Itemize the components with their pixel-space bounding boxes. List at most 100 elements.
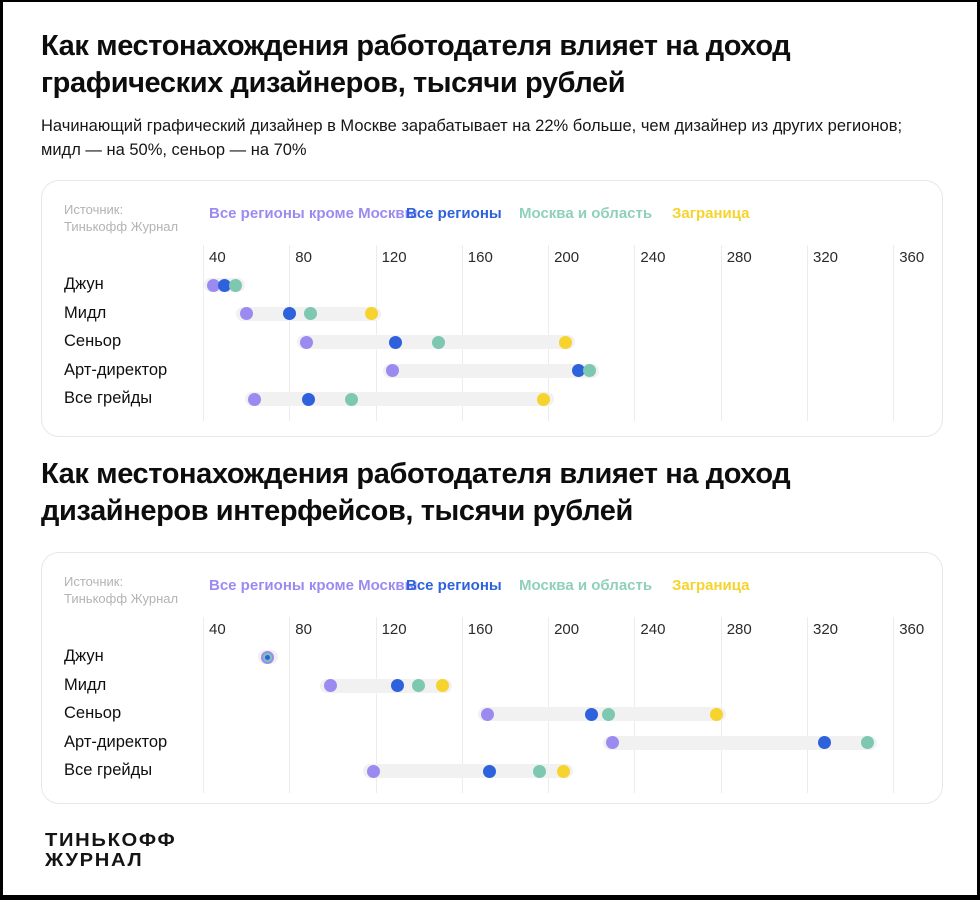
gridline-40 [203,617,204,793]
gridline-320 [807,245,808,421]
source-label: Источник: Тинькофф Журнал [64,201,178,235]
axis-tick-360: 360 [899,249,925,266]
axis-tick-360: 360 [899,621,925,638]
gridline-160 [461,245,463,421]
dot-blue-row4 [483,764,497,778]
dot-purple-row3 [606,736,620,750]
dot-teal-row2 [602,707,615,721]
axis-tick-40: 40 [209,249,226,266]
dot-blue-row1 [282,307,296,321]
legend-item-3: Заграница [672,577,750,594]
dot-yellow-row2 [558,335,572,349]
legend-item-0: Все регионы кроме Москвы [209,205,418,222]
axis-tick-80: 80 [295,621,312,638]
chart1-subtitle-line1: Начинающий графический дизайнер в Москве… [41,117,903,135]
row-label-1: Мидл [64,303,107,322]
dot-blue-row0 [265,654,271,660]
chart1-title: Как местонахождения работодателя влияет … [41,28,791,102]
range-bar-3 [602,735,878,750]
dot-purple-row4 [248,392,262,406]
chart1-title-line1: Как местонахождения работодателя влияет … [41,30,791,62]
dot-blue-row4 [302,392,316,406]
gridline-240 [634,245,636,421]
legend-item-1: Все регионы [406,577,502,594]
chart2-title-line2: дизайнеров интерфейсов, тысячи рублей [41,495,633,527]
dot-blue-row2 [584,707,598,721]
dot-purple-row2 [300,335,313,349]
chart1-subtitle-line2: мидл — на 50%, сеньор — на 70% [41,141,307,159]
gridline-80 [289,617,291,793]
legend-item-2: Москва и область [519,577,653,594]
dot-blue-row1 [390,679,404,693]
axis-tick-280: 280 [726,621,752,638]
dot-blue-row0 [218,278,232,292]
chart2-title: Как местонахождения работодателя влияет … [41,456,791,530]
chart2-title-line1: Как местонахождения работодателя влияет … [41,458,791,490]
dot-yellow-row4 [537,392,551,406]
source-line2: Тинькофф Журнал [64,219,179,234]
gridline-280 [720,617,722,793]
axis-tick-240: 240 [640,249,666,266]
row-label-2: Сеньор [64,704,122,723]
source-line1: Источник: [64,574,124,589]
axis-tick-200: 200 [554,249,580,266]
range-bar-2 [477,707,727,722]
row-label-2: Сеньор [64,332,122,351]
dot-teal-row3 [860,736,874,750]
dot-purple-row2 [481,707,495,721]
axis-tick-120: 120 [381,249,407,266]
dot-teal-row1 [412,679,426,693]
axis-tick-160: 160 [467,249,493,266]
dot-teal-row4 [345,392,359,406]
dot-yellow-row2 [709,707,723,721]
row-label-4: Все грейды [64,389,153,408]
gridline-280 [720,245,722,421]
gridline-320 [807,617,808,793]
infographic-page: Как местонахождения работодателя влияет … [3,2,977,895]
row-label-3: Арт-директор [64,360,168,379]
source-line1: Источник: [64,202,124,217]
gridline-240 [634,617,636,793]
dot-purple-row1 [323,679,337,693]
legend-item-0: Все регионы кроме Москвы [209,577,418,594]
legend-item-1: Все регионы [406,205,502,222]
legend-item-3: Заграница [672,205,750,222]
axis-tick-280: 280 [726,249,752,266]
row-label-3: Арт-директор [64,732,168,751]
dot-blue-row2 [388,335,402,349]
row-label-0: Джун [64,275,104,293]
gridline-120 [375,617,377,793]
axis-tick-80: 80 [295,249,312,266]
dot-teal-row2 [431,335,445,349]
range-bar-4 [244,392,554,407]
logo-line2: ЖУРНАЛ [45,849,144,870]
axis-tick-200: 200 [554,621,580,638]
chart2-card: Источник: Тинькофф Журнал Все регионы кром… [41,552,943,804]
gridline-40 [203,245,204,421]
chart1-subtitle: Начинающий графический дизайнер в Москве… [41,114,902,162]
gridline-80 [289,245,291,421]
gridline-200 [548,617,550,793]
source-label: Источник: Тинькофф Журнал [64,573,178,607]
logo-line1: ТИНЬКОФФ [45,830,177,850]
range-bar-4 [363,764,574,779]
gridline-200 [548,245,550,421]
dot-yellow-row1 [435,679,449,693]
dot-yellow-row4 [556,764,570,778]
dot-purple-row0 [207,278,221,292]
chart1-card: Источник: Тинькофф Журнал Все регионы кром… [41,180,943,437]
dot-yellow-row1 [364,307,378,321]
axis-tick-120: 120 [381,621,407,638]
gridline-360 [893,245,895,421]
dot-purple-row1 [239,307,253,321]
gridline-360 [893,617,895,793]
dot-purple-row3 [386,364,400,378]
gridline-160 [461,617,463,793]
dot-teal-row0 [228,278,242,292]
chart1-title-line2: графических дизайнеров, тысячи рублей [41,67,626,99]
row-label-4: Все грейды [64,761,153,780]
range-bar-3 [382,363,600,378]
dot-purple-row4 [366,764,380,778]
row-label-1: Мидл [64,675,107,694]
dot-teal-row3 [582,364,596,378]
